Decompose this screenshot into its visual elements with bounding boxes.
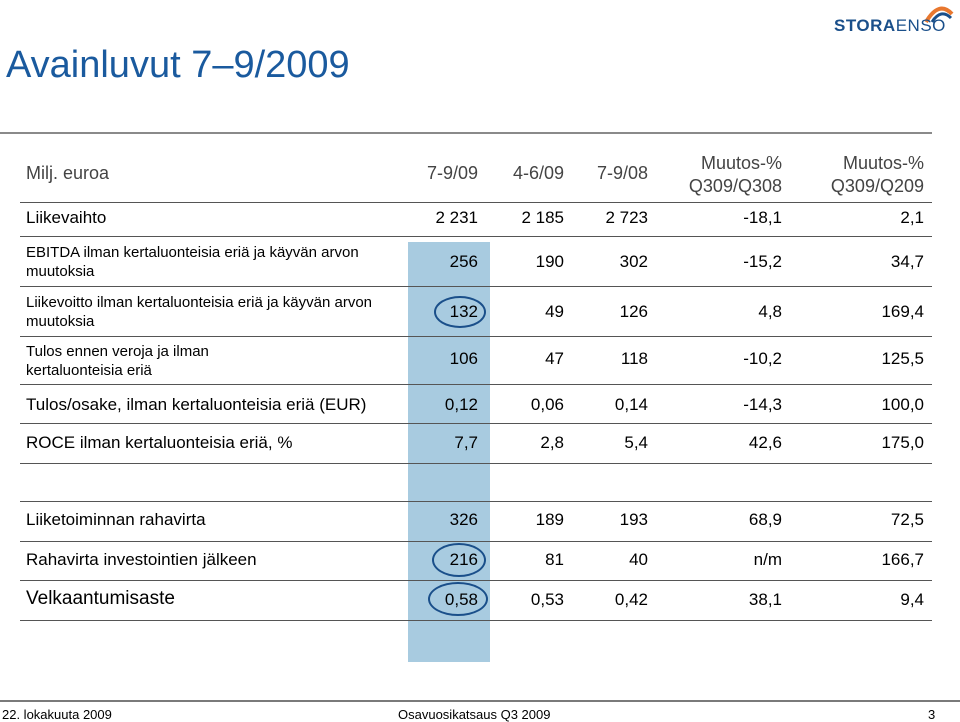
row-value: 0,12 (444, 395, 478, 414)
row-value: -14,3 (743, 395, 782, 414)
row-value: 68,9 (748, 510, 782, 529)
row-label: Liikevaihto (26, 208, 107, 227)
row-label: Tulos ennen veroja ja ilman kertaluontei… (26, 343, 209, 379)
row-value: 100,0 (881, 395, 924, 414)
page-number: 3 (928, 707, 936, 722)
logo-arc-icon (924, 6, 954, 24)
row-label: ROCE ilman kertaluonteisia eriä, % (26, 433, 293, 452)
row-value: -10,2 (743, 349, 782, 368)
stora-enso-logo: STORAENSO (820, 4, 960, 40)
highlight-circle (434, 296, 486, 328)
footer-title: Osavuosikatsaus Q3 2009 (398, 707, 551, 722)
header-rule (20, 202, 932, 203)
header-c4-line1: Muutos-% (700, 153, 782, 173)
row-rule (20, 384, 932, 385)
row-value: 169,4 (881, 302, 924, 321)
row-value: 256 (449, 252, 478, 271)
header-label: Milj. euroa (26, 163, 110, 183)
row-label: EBITDA ilman kertaluonteisia eriä ja käy… (26, 244, 359, 280)
header-c4-line2: Q309/Q308 (688, 176, 782, 196)
row-value: 0,53 (530, 590, 564, 609)
row-value: 193 (619, 510, 648, 529)
row-value: 4,8 (758, 302, 782, 321)
row-rule (20, 620, 932, 621)
row-value: 118 (620, 349, 648, 368)
footer-date: 22. lokakuuta 2009 (2, 707, 112, 722)
header-c3: 7-9/08 (596, 163, 648, 183)
row-value: 38,1 (748, 590, 782, 609)
section-rule (20, 501, 932, 502)
highlight-circle (428, 582, 488, 616)
row-value: 0,06 (530, 395, 564, 414)
row-value: -18,1 (743, 208, 782, 227)
row-value: 126 (619, 302, 648, 321)
row-rule (20, 541, 932, 542)
row-value: 2 723 (605, 208, 648, 227)
row-value: 42,6 (748, 433, 782, 452)
row-value: 2 185 (521, 208, 564, 227)
row-value: 125,5 (881, 349, 924, 368)
footer-divider (0, 700, 960, 702)
row-value: 9,4 (900, 590, 924, 609)
logo-text: STORAENSO (834, 16, 946, 35)
row-value: -15,2 (743, 252, 782, 271)
slide-title: Avainluvut 7–9/2009 (6, 44, 350, 86)
row-label: Velkaantumisaste (26, 588, 175, 609)
row-value: 2,8 (540, 433, 564, 452)
row-value: 81 (545, 550, 564, 569)
row-label: Liikevoitto ilman kertaluonteisia eriä j… (26, 294, 373, 330)
row-rule (20, 336, 932, 337)
row-value: 2 231 (435, 208, 478, 227)
row-rule (20, 580, 932, 581)
row-rule (20, 236, 932, 237)
row-value: 72,5 (890, 510, 924, 529)
row-value: 49 (545, 302, 564, 321)
row-value: 106 (449, 349, 478, 368)
row-rule (20, 463, 932, 464)
row-value: n/m (753, 550, 782, 569)
row-label: Tulos/osake, ilman kertaluonteisia eriä … (26, 395, 367, 414)
row-value: 34,7 (890, 252, 924, 271)
row-value: 189 (535, 510, 564, 529)
row-label: Liiketoiminnan rahavirta (26, 510, 206, 529)
highlight-circle (432, 543, 486, 577)
title-divider (0, 132, 932, 134)
row-value: 175,0 (881, 433, 924, 452)
row-rule (20, 286, 932, 287)
header-c5-line2: Q309/Q209 (830, 176, 924, 196)
row-value: 326 (449, 510, 478, 529)
row-label: Rahavirta investointien jälkeen (26, 550, 257, 569)
row-value: 47 (545, 349, 564, 368)
row-value: 166,7 (881, 550, 924, 569)
row-value: 190 (535, 252, 564, 271)
header-c2: 4-6/09 (512, 163, 564, 183)
header-c5-line1: Muutos-% (842, 153, 924, 173)
row-value: 7,7 (454, 433, 478, 452)
row-value: 2,1 (900, 208, 924, 227)
row-value: 0,42 (614, 590, 648, 609)
row-value: 5,4 (624, 433, 648, 452)
row-rule (20, 423, 932, 424)
row-value: 40 (629, 550, 648, 569)
row-value: 0,14 (614, 395, 648, 414)
row-value: 302 (619, 252, 648, 271)
header-c1: 7-9/09 (426, 163, 478, 183)
